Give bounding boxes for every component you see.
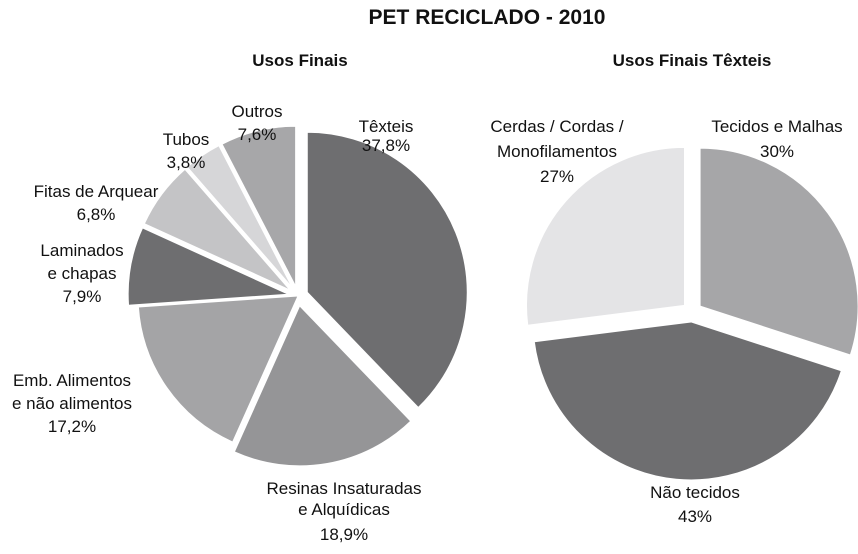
slice-label: Fitas de Arquear 6,8% xyxy=(34,182,159,224)
pie-chart-title: Usos Finais xyxy=(252,51,347,70)
pie-chart-title: Usos Finais Têxteis xyxy=(613,51,772,70)
slice-label: Resinas Insaturadas e Alquídicas 18,9% xyxy=(267,479,422,544)
pie-slice xyxy=(221,125,297,287)
slice-label: Cerdas / Cordas / Monofilamentos 27% xyxy=(490,117,623,186)
pie-chart-2: Usos Finais Têxteis Tecidos e Malhas 30% Nã… xyxy=(490,51,858,526)
pie-slice xyxy=(186,144,293,289)
slice-label: Não tecidos 43% xyxy=(650,483,740,526)
pie-slice xyxy=(526,146,685,326)
pie-slice xyxy=(233,304,412,467)
pie-slice xyxy=(143,168,291,291)
slice-label: Têxteis 37,8% xyxy=(359,117,414,155)
pie-slice xyxy=(127,227,289,306)
pie-slice xyxy=(306,131,468,409)
pie-layer: Usos Finais Têxteis 37,8% Resinas Insaturad… xyxy=(12,51,858,544)
slice-label: Outros 7,6% xyxy=(231,102,282,144)
pie-slice xyxy=(699,147,858,356)
slice-label: Tubos 3,8% xyxy=(163,130,210,172)
pie-chart-1: Usos Finais Têxteis 37,8% Resinas Insaturad… xyxy=(12,51,468,544)
figure-title: PET RECICLADO - 2010 xyxy=(369,6,606,29)
pie-slice xyxy=(137,295,299,443)
pie-slice xyxy=(533,321,842,481)
slice-label: Emb. Alimentos e não alimentos 17,2% xyxy=(12,371,132,436)
slice-label: Tecidos e Malhas 30% xyxy=(711,117,842,161)
slice-label: Laminados e chapas 7,9% xyxy=(40,241,123,306)
